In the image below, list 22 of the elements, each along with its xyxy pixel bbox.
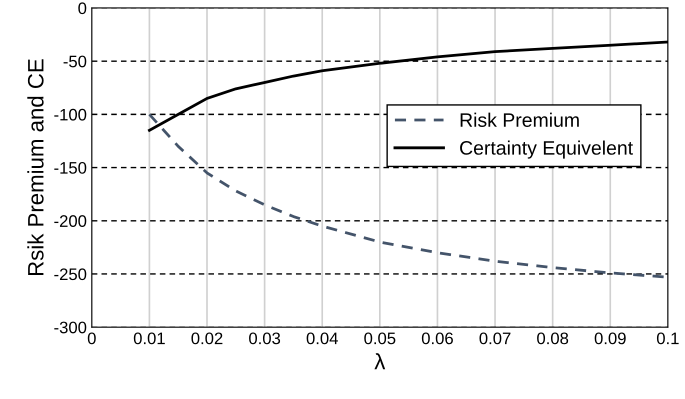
x-tick-label: 0.02 [191, 332, 222, 344]
x-tick-label: 0.07 [479, 332, 510, 344]
x-tick-label: 0.03 [249, 332, 280, 344]
x-tick-label: 0.08 [537, 332, 568, 344]
x-tick-label: 0.09 [594, 332, 626, 344]
x-axis-title: λ [374, 353, 386, 370]
x-tick-label: 0.1 [656, 332, 679, 344]
y-axis-title: Rsik Premium and CE [27, 59, 44, 276]
y-tick-label: -150 [54, 162, 86, 174]
y-tick-label: -250 [54, 268, 86, 280]
x-tick-label: 0.05 [364, 332, 396, 344]
y-tick-label: 0 [78, 2, 86, 14]
y-tick-label: -100 [54, 108, 86, 121]
x-tick-label: 0.04 [306, 332, 338, 344]
x-tick-label: 0.06 [422, 332, 453, 344]
legend-label: Certainty Equivelent [460, 140, 633, 159]
y-tick-label: -50 [64, 56, 86, 68]
x-tick-label: 0 [88, 332, 96, 344]
y-tick-label: -300 [54, 322, 86, 334]
x-tick-label: 0.01 [134, 332, 165, 344]
legend-label: Risk Premium [460, 112, 579, 127]
y-tick-label: -200 [54, 215, 86, 227]
